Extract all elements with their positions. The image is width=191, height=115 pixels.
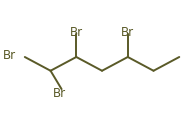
Text: Br: Br — [53, 87, 66, 100]
Text: Br: Br — [70, 26, 83, 39]
Text: Br: Br — [121, 26, 134, 39]
Text: Br: Br — [2, 49, 16, 62]
